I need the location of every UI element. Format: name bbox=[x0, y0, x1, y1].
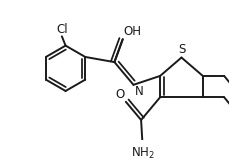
Text: OH: OH bbox=[124, 25, 142, 38]
Text: Cl: Cl bbox=[56, 23, 68, 36]
Text: N: N bbox=[134, 85, 143, 98]
Text: NH$_2$: NH$_2$ bbox=[131, 146, 154, 161]
Text: O: O bbox=[116, 88, 125, 101]
Text: S: S bbox=[178, 43, 185, 56]
